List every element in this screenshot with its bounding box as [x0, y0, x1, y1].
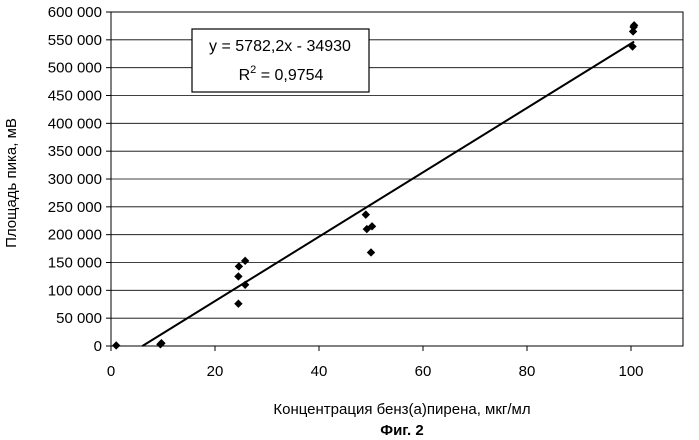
y-tick-label: 350 000 [48, 143, 102, 160]
r2-symbol: R [239, 67, 251, 84]
data-point [241, 257, 249, 265]
y-tick-label: 400 000 [48, 115, 102, 132]
trendline-equation-box: y = 5782,2x - 34930 R2 = 0,9754 [192, 29, 369, 92]
x-tick-label: 60 [415, 363, 432, 380]
y-tick-label: 500 000 [48, 60, 102, 77]
x-axis-title: Концентрация бенз(а)пирена, мкг/мл [273, 401, 530, 418]
y-axis-ticks: 0 50 000 100 000 150 000 200 000 250 000 300 0… [48, 4, 111, 355]
data-point [241, 281, 249, 289]
y-tick-label: 0 [94, 338, 102, 355]
y-tick-label: 600 000 [48, 4, 102, 21]
y-tick-label: 300 000 [48, 171, 102, 188]
data-point [234, 272, 242, 280]
trendline-equation: y = 5782,2x - 34930 [209, 38, 351, 55]
r2-value: = 0,9754 [256, 67, 323, 84]
data-point [362, 210, 370, 218]
x-tick-label: 40 [311, 363, 328, 380]
y-tick-label: 250 000 [48, 199, 102, 216]
x-tick-label: 20 [207, 363, 224, 380]
y-tick-label: 50 000 [56, 310, 102, 327]
y-tick-label: 550 000 [48, 32, 102, 49]
figure-caption: Фиг. 2 [380, 422, 423, 439]
y-tick-label: 200 000 [48, 227, 102, 244]
data-point [112, 341, 120, 349]
data-point [367, 248, 375, 256]
x-tick-label: 100 [618, 363, 643, 380]
data-points [112, 21, 638, 349]
y-tick-label: 100 000 [48, 282, 102, 299]
y-tick-label: 150 000 [48, 255, 102, 272]
x-tick-label: 80 [519, 363, 536, 380]
data-point [235, 262, 243, 270]
data-point [234, 299, 242, 307]
y-axis-title: Площадь пика, мВ [3, 118, 20, 248]
y-tick-label: 450 000 [48, 88, 102, 105]
x-tick-label: 0 [107, 363, 115, 380]
x-axis-ticks: 0 20 40 60 80 100 [107, 346, 644, 380]
